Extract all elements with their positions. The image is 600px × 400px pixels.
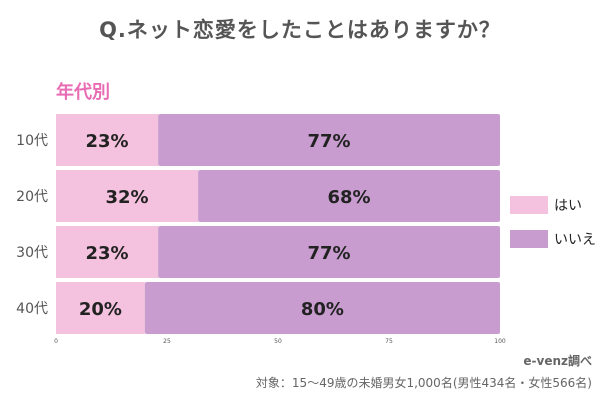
x-tick-label: 100 <box>494 338 506 345</box>
legend-label: いいえ <box>554 232 596 248</box>
bar-segment <box>56 170 199 222</box>
data-label: 20% <box>79 299 122 320</box>
legend-label: はい <box>554 198 582 214</box>
bar-segment <box>56 114 159 166</box>
x-tick-label: 0 <box>54 338 58 345</box>
legend-swatch <box>510 196 548 214</box>
bar-segment <box>56 226 159 278</box>
chart-subtitle: 年代別 <box>56 82 110 103</box>
x-tick-label: 50 <box>274 338 282 345</box>
data-label: 68% <box>327 187 370 208</box>
data-label: 23% <box>86 131 129 152</box>
chart-title: Q.ネット恋愛をしたことはありますか？ <box>99 18 501 42</box>
bar-segment <box>56 282 145 334</box>
data-label: 80% <box>301 299 344 320</box>
bar-segment <box>158 226 500 278</box>
category-label: 20代 <box>16 189 48 205</box>
survey-note: 対象：15〜49歳の未婚男女1,000名(男性434名・女性566名) <box>255 376 592 390</box>
bar-segment <box>158 114 500 166</box>
source-credit: e-venz調べ <box>523 354 592 368</box>
data-label: 32% <box>105 187 148 208</box>
x-tick-label: 25 <box>163 338 171 345</box>
bar-segment <box>198 170 500 222</box>
data-label: 77% <box>308 243 351 264</box>
bar-segment <box>144 282 501 334</box>
x-tick-label: 75 <box>385 338 393 345</box>
legend-swatch <box>510 230 548 248</box>
data-label: 23% <box>86 243 129 264</box>
category-label: 40代 <box>16 301 48 317</box>
data-label: 77% <box>308 131 351 152</box>
category-label: 30代 <box>16 245 48 261</box>
category-label: 10代 <box>16 133 48 149</box>
